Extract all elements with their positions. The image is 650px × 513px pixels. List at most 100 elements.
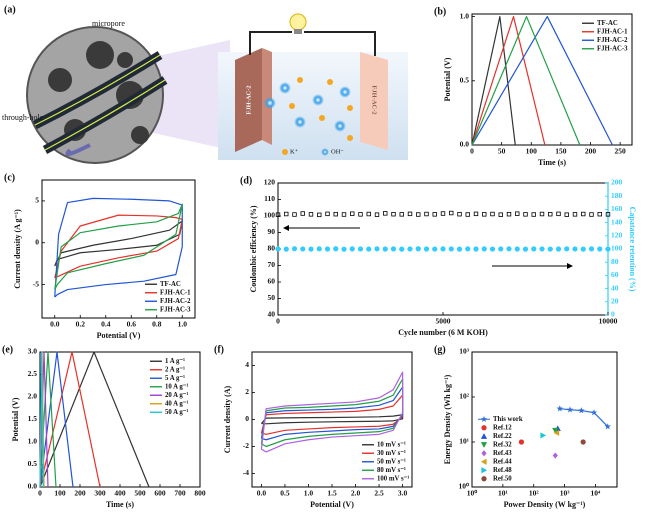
electrode-label: FJH-AC-2 bbox=[371, 85, 378, 114]
plot-frame bbox=[471, 351, 618, 488]
x-tick-label: 250 bbox=[615, 147, 627, 156]
marker bbox=[317, 212, 322, 218]
marker bbox=[506, 211, 512, 217]
x-tick-label: 0 bbox=[276, 317, 280, 326]
y2-axis-label: Capatance retention (%) bbox=[628, 207, 637, 292]
marker bbox=[382, 246, 388, 252]
marker bbox=[291, 246, 298, 252]
y-tick-label: 4 bbox=[245, 360, 249, 369]
marker bbox=[580, 246, 586, 252]
x-tick-label: 600 bbox=[154, 489, 166, 498]
marker bbox=[308, 212, 314, 217]
wire bbox=[304, 31, 376, 56]
marker bbox=[540, 432, 547, 439]
legend-label: FJH-AC-1 bbox=[160, 289, 191, 296]
y-tick-label: 10⁰ bbox=[458, 482, 470, 491]
x-tick-label: 800 bbox=[194, 489, 206, 498]
y-tick-label: 1.0 bbox=[28, 437, 38, 446]
marker bbox=[275, 246, 281, 252]
series-line bbox=[54, 197, 183, 298]
marker bbox=[358, 212, 363, 217]
y2-tick-label: 40 bbox=[611, 283, 619, 292]
series-line bbox=[559, 408, 609, 428]
y-tick-label: -5 bbox=[33, 279, 39, 288]
marker bbox=[605, 212, 611, 217]
x-tick-label: 500 bbox=[134, 489, 146, 498]
marker bbox=[275, 212, 281, 217]
legend-label: TF-AC bbox=[597, 20, 618, 27]
y-tick-label: 1.5 bbox=[28, 414, 38, 423]
x-tick-label: 10³ bbox=[560, 489, 571, 498]
y-tick-label: 5 bbox=[35, 196, 39, 205]
marker bbox=[531, 212, 536, 217]
legend-label: 50 A g⁻¹ bbox=[165, 409, 188, 416]
marker bbox=[341, 212, 347, 217]
plot-frame bbox=[471, 13, 633, 146]
bulb-base bbox=[294, 29, 302, 34]
x-tick-label: 0.4 bbox=[101, 320, 111, 329]
series-line bbox=[39, 351, 101, 488]
x-tick-label: 1.5 bbox=[327, 489, 337, 498]
marker bbox=[308, 246, 314, 252]
y-tick-label: 0.5 bbox=[28, 459, 38, 468]
marker bbox=[556, 211, 561, 217]
marker bbox=[283, 246, 289, 252]
legend-label: 50 mV s⁻¹ bbox=[377, 458, 406, 465]
marker bbox=[465, 212, 470, 217]
anions bbox=[264, 82, 351, 156]
marker bbox=[552, 452, 558, 459]
marker bbox=[605, 246, 611, 252]
x-tick-label: 10² bbox=[529, 489, 540, 498]
marker bbox=[440, 211, 446, 216]
label: micropore bbox=[92, 19, 125, 28]
marker bbox=[589, 212, 594, 217]
marker bbox=[366, 211, 371, 217]
marker bbox=[399, 246, 405, 252]
x-tick-label: 0 bbox=[38, 489, 42, 498]
x-axis-label: Time (s) bbox=[538, 158, 566, 167]
y-tick-label: 50 bbox=[268, 293, 276, 302]
legend-label: Ref.32 bbox=[493, 441, 512, 448]
marker bbox=[383, 211, 388, 216]
legend-label: K⁺ bbox=[290, 148, 299, 155]
x-tick-label: 2.0 bbox=[351, 489, 361, 498]
legend-label: Ref.44 bbox=[493, 458, 512, 465]
panel-label: (g) bbox=[434, 344, 446, 355]
y-tick-label: 2.5 bbox=[28, 369, 38, 378]
marker bbox=[480, 433, 488, 439]
x-tick-label: 100 bbox=[526, 147, 538, 156]
marker bbox=[588, 246, 595, 252]
marker bbox=[449, 210, 454, 216]
y-tick-label: 0.0 bbox=[460, 140, 470, 149]
series-line bbox=[39, 351, 44, 488]
marker bbox=[357, 246, 364, 252]
x-tick-label: 50 bbox=[498, 147, 506, 156]
panel-label: (e) bbox=[2, 344, 13, 355]
y2-tick-label: 0 bbox=[611, 310, 615, 319]
y-tick-label: 0.0 bbox=[28, 482, 38, 491]
series-line bbox=[471, 15, 516, 146]
y-tick-label: 40 bbox=[268, 310, 276, 319]
y-tick-label: 10¹ bbox=[459, 437, 469, 446]
x-axis-label: Power Density (W kg⁻¹) bbox=[504, 500, 586, 509]
marker bbox=[457, 211, 462, 217]
y2-tick-label: 100 bbox=[611, 244, 623, 253]
legend-label: 1 A g⁻¹ bbox=[165, 358, 185, 365]
marker bbox=[350, 211, 355, 216]
x-tick-label: 1.0 bbox=[178, 320, 188, 329]
marker bbox=[473, 246, 479, 252]
x-axis-label: Time (s) bbox=[106, 500, 134, 509]
marker bbox=[482, 212, 487, 217]
electrode-left-side bbox=[262, 48, 272, 145]
x-tick-label: 10000 bbox=[599, 317, 618, 326]
y-tick-label: 2.0 bbox=[28, 392, 38, 401]
marker bbox=[564, 212, 569, 217]
marker bbox=[555, 246, 562, 252]
marker bbox=[597, 211, 602, 217]
x-tick-label: 150 bbox=[555, 147, 567, 156]
series-line bbox=[260, 414, 404, 425]
legend-label: Ref.22 bbox=[493, 433, 512, 440]
x-tick-label: 0.8 bbox=[152, 320, 162, 329]
x-tick-label: 0.0 bbox=[50, 320, 60, 329]
x-tick-label: 0.0 bbox=[257, 489, 267, 498]
